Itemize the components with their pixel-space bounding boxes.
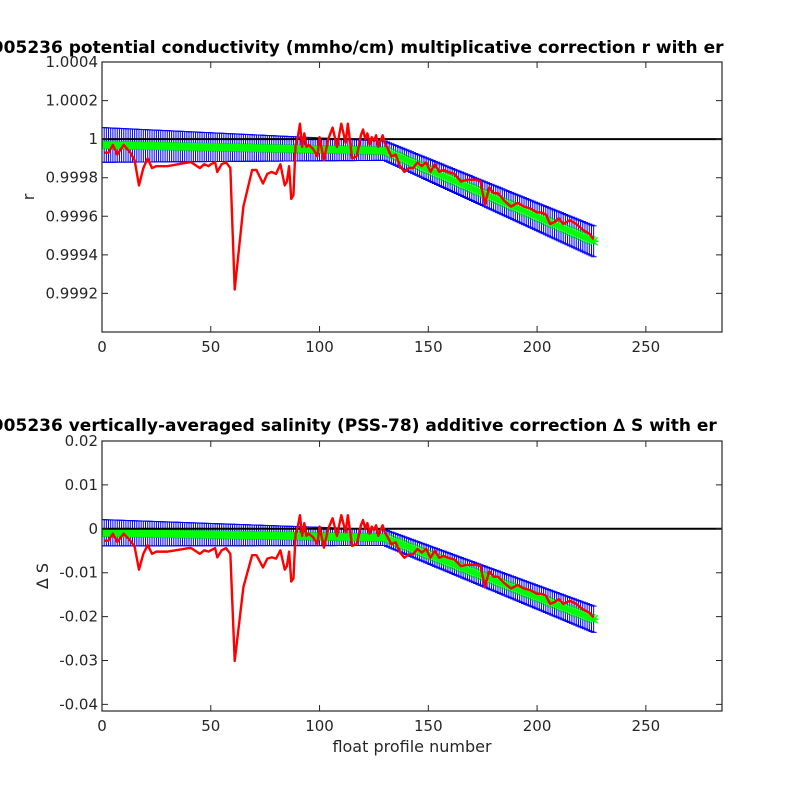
plot-marks	[102, 514, 722, 663]
plot-area-background	[102, 441, 722, 711]
x-tick-label: 150	[414, 717, 443, 735]
x-tick-label: 50	[201, 717, 220, 735]
y-axis-label: r	[19, 193, 38, 200]
axes-box	[101, 440, 723, 712]
x-tick-label: 250	[632, 717, 661, 735]
correction-line	[104, 122, 595, 291]
y-tick-label: -0.02	[59, 608, 98, 626]
y-tick-label: 1.0004	[46, 53, 99, 71]
y-tick-label: 1	[88, 130, 98, 148]
x-tick-label: 0	[97, 717, 107, 735]
y-tick-label: 0.9996	[46, 207, 99, 225]
plot-marks	[102, 122, 722, 291]
y-tick-label: -0.04	[59, 695, 98, 713]
x-tick-label: 200	[523, 338, 552, 356]
y-tick-label: 0.9998	[46, 169, 99, 187]
x-tick-label: 50	[201, 338, 220, 356]
x-tick-label: 200	[523, 717, 552, 735]
x-tick-label: 100	[305, 717, 334, 735]
fit-marker	[588, 614, 599, 624]
x-tick-label: 150	[414, 338, 443, 356]
error-bars	[102, 519, 597, 633]
y-tick-label: 0	[88, 520, 98, 538]
conductivity-correction-subplot: 5905236 potential conductivity (mmho/cm)…	[0, 38, 724, 356]
correction-line	[104, 514, 595, 663]
salinity-correction-subplot: 5905236 vertically-averaged salinity (PS…	[0, 416, 723, 756]
y-tick-label: 0.02	[65, 432, 98, 450]
y-tick-label: -0.01	[59, 564, 98, 582]
y-tick-label: 0.01	[65, 476, 98, 494]
y-tick-label: -0.03	[59, 652, 98, 670]
tick-marks: 0 50 100 150 200 250 -0.04 -0.03 -0.02 -0.01 0 0.01…	[59, 432, 722, 735]
fit-markers	[102, 140, 599, 246]
tick-marks: 0 50 100 150 200 250 0.9992 0.9994 0.9996 0.9998 1…	[46, 53, 722, 356]
x-tick-label: 0	[97, 338, 107, 356]
axes-box	[101, 61, 723, 333]
chart-title-conductivity: 5905236 potential conductivity (mmho/cm)…	[0, 38, 724, 58]
fit-marker	[588, 236, 599, 246]
x-tick-label: 250	[632, 338, 661, 356]
y-tick-label: 1.0002	[46, 92, 99, 110]
y-axis-label: ∆ S	[33, 563, 52, 590]
chart-title-salinity: 5905236 vertically-averaged salinity (PS…	[0, 416, 717, 436]
x-tick-label: 100	[305, 338, 334, 356]
y-tick-label: 0.9992	[46, 284, 99, 302]
plot-area-background	[102, 62, 722, 332]
x-axis-label: float profile number	[332, 737, 492, 756]
y-tick-label: 0.9994	[46, 246, 99, 264]
